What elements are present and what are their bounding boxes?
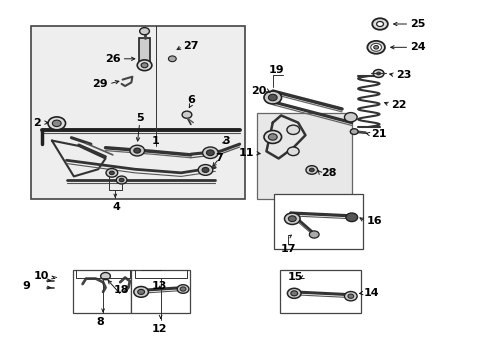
Circle shape — [168, 56, 176, 62]
Circle shape — [177, 285, 188, 293]
Circle shape — [268, 134, 277, 140]
Circle shape — [349, 129, 357, 134]
Circle shape — [345, 213, 357, 222]
Circle shape — [309, 168, 314, 172]
Text: 7: 7 — [214, 153, 222, 163]
Text: 3: 3 — [222, 136, 229, 146]
Bar — [73, 270, 131, 314]
Circle shape — [372, 69, 383, 77]
Circle shape — [52, 120, 61, 127]
Circle shape — [106, 168, 118, 177]
Text: 22: 22 — [390, 100, 406, 110]
Circle shape — [287, 147, 299, 156]
Text: 10: 10 — [34, 271, 49, 281]
Circle shape — [134, 287, 148, 297]
Text: 12: 12 — [151, 324, 166, 334]
Text: 8: 8 — [97, 317, 104, 327]
Text: 11: 11 — [238, 148, 254, 158]
Circle shape — [202, 147, 218, 158]
Text: 9: 9 — [22, 281, 30, 291]
Text: 18: 18 — [114, 285, 129, 296]
Circle shape — [290, 291, 297, 296]
Text: 24: 24 — [409, 42, 425, 52]
Circle shape — [373, 45, 378, 49]
Circle shape — [376, 22, 383, 27]
Circle shape — [116, 176, 127, 184]
Circle shape — [134, 148, 141, 153]
Text: 4: 4 — [113, 202, 121, 212]
Circle shape — [198, 165, 212, 175]
Text: 2: 2 — [33, 118, 41, 128]
Bar — [273, 194, 362, 249]
Circle shape — [202, 167, 208, 172]
Circle shape — [347, 294, 353, 298]
Circle shape — [130, 145, 144, 156]
Text: 28: 28 — [321, 168, 336, 178]
Text: 16: 16 — [366, 216, 381, 226]
Text: 27: 27 — [183, 41, 199, 51]
Text: 5: 5 — [136, 113, 143, 123]
Circle shape — [370, 43, 381, 51]
Circle shape — [309, 231, 319, 238]
Circle shape — [344, 113, 356, 122]
Text: 14: 14 — [363, 288, 379, 298]
Bar — [131, 270, 189, 314]
Text: 21: 21 — [370, 129, 386, 139]
Circle shape — [137, 60, 152, 71]
Text: 1: 1 — [152, 136, 159, 146]
Bar — [256, 113, 351, 199]
Circle shape — [264, 131, 281, 143]
Text: 20: 20 — [250, 86, 266, 96]
Circle shape — [287, 288, 301, 298]
Circle shape — [366, 41, 384, 54]
Text: 19: 19 — [268, 65, 284, 75]
Circle shape — [268, 94, 277, 101]
Circle shape — [288, 216, 296, 222]
Text: 6: 6 — [186, 95, 194, 105]
Circle shape — [305, 166, 317, 174]
Text: 26: 26 — [105, 54, 121, 64]
Circle shape — [180, 287, 185, 291]
Text: 17: 17 — [280, 244, 296, 254]
Text: 23: 23 — [395, 70, 410, 80]
Circle shape — [140, 28, 149, 35]
Circle shape — [182, 111, 191, 118]
Bar — [139, 39, 150, 65]
Circle shape — [109, 171, 114, 175]
Circle shape — [344, 292, 356, 301]
Circle shape — [264, 91, 281, 104]
Text: 15: 15 — [287, 272, 303, 282]
Circle shape — [286, 125, 299, 134]
Bar — [279, 270, 360, 314]
Circle shape — [101, 273, 110, 280]
Circle shape — [376, 72, 380, 75]
Text: 25: 25 — [409, 19, 425, 29]
Circle shape — [206, 150, 214, 156]
Circle shape — [284, 213, 300, 225]
Text: 29: 29 — [92, 79, 108, 89]
Bar — [31, 26, 245, 199]
Circle shape — [48, 117, 65, 130]
Circle shape — [371, 18, 387, 30]
Circle shape — [138, 289, 144, 294]
Text: 13: 13 — [151, 281, 166, 291]
Circle shape — [119, 178, 124, 182]
Circle shape — [141, 63, 148, 68]
